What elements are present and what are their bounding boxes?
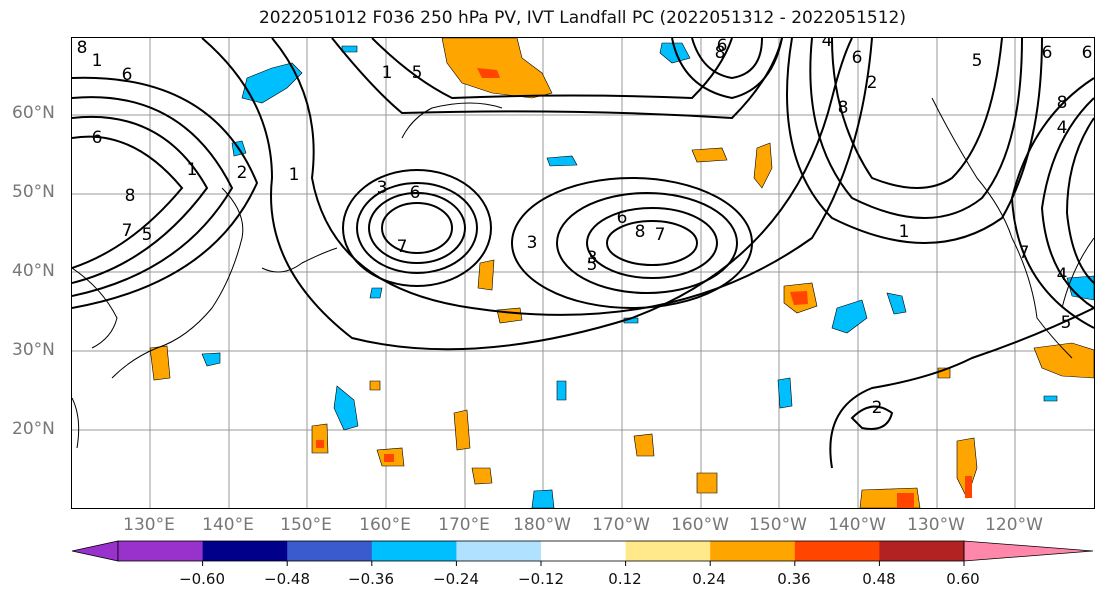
lat-label-40: 40°N: [12, 261, 55, 281]
contour-label: 4: [822, 38, 833, 51]
colorbar-tick: −0.60: [179, 570, 225, 588]
contour-label: 6: [852, 48, 863, 68]
contour-label: 3: [377, 178, 388, 198]
lat-label-30: 30°N: [12, 340, 55, 360]
contour-label: 2: [867, 73, 878, 93]
ivt-shading: [149, 38, 1094, 508]
lon-label-160e: 160°E: [359, 515, 411, 535]
contour-label: 8: [1057, 93, 1068, 113]
contour-label: 7: [122, 221, 133, 241]
colorbar-tick: 0.36: [777, 570, 811, 588]
contour-label: 8: [838, 98, 849, 118]
contour-label: 8: [635, 222, 646, 242]
coastlines: [72, 97, 1094, 449]
lon-label-170w: 170°W: [592, 515, 650, 535]
contour-label: 6: [617, 208, 628, 228]
lon-label-160w: 160°W: [671, 515, 729, 535]
colorbar-segment: [625, 541, 711, 561]
colorbar-tick: −0.12: [518, 570, 564, 588]
colorbar-segment: [794, 541, 880, 561]
contour-label: 6: [1082, 43, 1093, 63]
colorbar: [71, 540, 1094, 566]
colorbar-segment: [287, 541, 373, 561]
contour-label: 2: [872, 398, 883, 418]
contour-label: 1: [289, 165, 300, 185]
colorbar-tick: −0.24: [433, 570, 479, 588]
contour-label: 4: [1057, 118, 1068, 138]
lon-label-150e: 150°E: [280, 515, 332, 535]
contour-label: 8: [125, 186, 136, 206]
lon-label-130e: 130°E: [123, 515, 175, 535]
colorbar-segment: [541, 541, 627, 561]
colorbar-segment: [371, 541, 457, 561]
contour-label: 1: [92, 51, 103, 71]
contour-label: 6: [92, 128, 103, 148]
contour-label: 8: [715, 43, 726, 63]
contour-label: 5: [972, 51, 983, 71]
lon-label-140e: 140°E: [202, 515, 254, 535]
graticule: [72, 38, 1094, 508]
contour-label: 8: [77, 38, 88, 58]
contour-label: 5: [142, 225, 153, 245]
contour-label: 6: [410, 183, 421, 203]
colorbar-segment: [456, 541, 542, 561]
colorbar-tick: 0.24: [692, 570, 726, 588]
contour-label: 1: [187, 160, 198, 180]
contour-label: 3: [587, 248, 598, 268]
contour-label: 1: [382, 63, 393, 83]
colorbar-tick: −0.48: [264, 570, 310, 588]
lon-label-130w: 130°W: [907, 515, 965, 535]
lon-label-150w: 150°W: [749, 515, 807, 535]
lat-label-60: 60°N: [12, 103, 55, 123]
contour-label: 2: [237, 163, 248, 183]
contour-label: 6: [717, 38, 728, 56]
contour-label: 5: [412, 63, 423, 83]
lat-label-20: 20°N: [12, 419, 55, 439]
contour-label: 7: [1019, 243, 1030, 263]
colorbar-extend-high: [963, 540, 1094, 562]
contour-label: 5: [587, 255, 598, 275]
colorbar-tick: 0.48: [862, 570, 896, 588]
colorbar-tick: 0.12: [608, 570, 642, 588]
lon-label-170e: 170°E: [438, 515, 490, 535]
map-title: 2022051012 F036 250 hPa PV, IVT Landfall…: [258, 8, 906, 28]
contour-label: 7: [655, 225, 666, 245]
lat-label-50: 50°N: [12, 182, 55, 202]
lon-label-180w: 180°W: [513, 515, 571, 535]
pv-contours: [72, 38, 1094, 469]
colorbar-segment: [118, 541, 204, 561]
contour-label: 1: [899, 222, 910, 242]
colorbar-segment: [879, 541, 965, 561]
colorbar-segment: [202, 541, 288, 561]
contour-label: 4: [1057, 265, 1068, 285]
lon-label-140w: 140°W: [828, 515, 886, 535]
contour-label: 6: [1042, 43, 1053, 63]
contour-label: 5: [1061, 313, 1072, 333]
contour-label: 6: [122, 65, 133, 85]
colorbar-tick: −0.36: [348, 570, 394, 588]
colorbar-extend-low: [71, 540, 119, 562]
contour-label: 7: [397, 237, 408, 257]
colorbar-tick: 0.60: [946, 570, 980, 588]
lon-label-120w: 120°W: [985, 515, 1043, 535]
contour-label: 3: [527, 233, 538, 253]
colorbar-segment: [710, 541, 796, 561]
